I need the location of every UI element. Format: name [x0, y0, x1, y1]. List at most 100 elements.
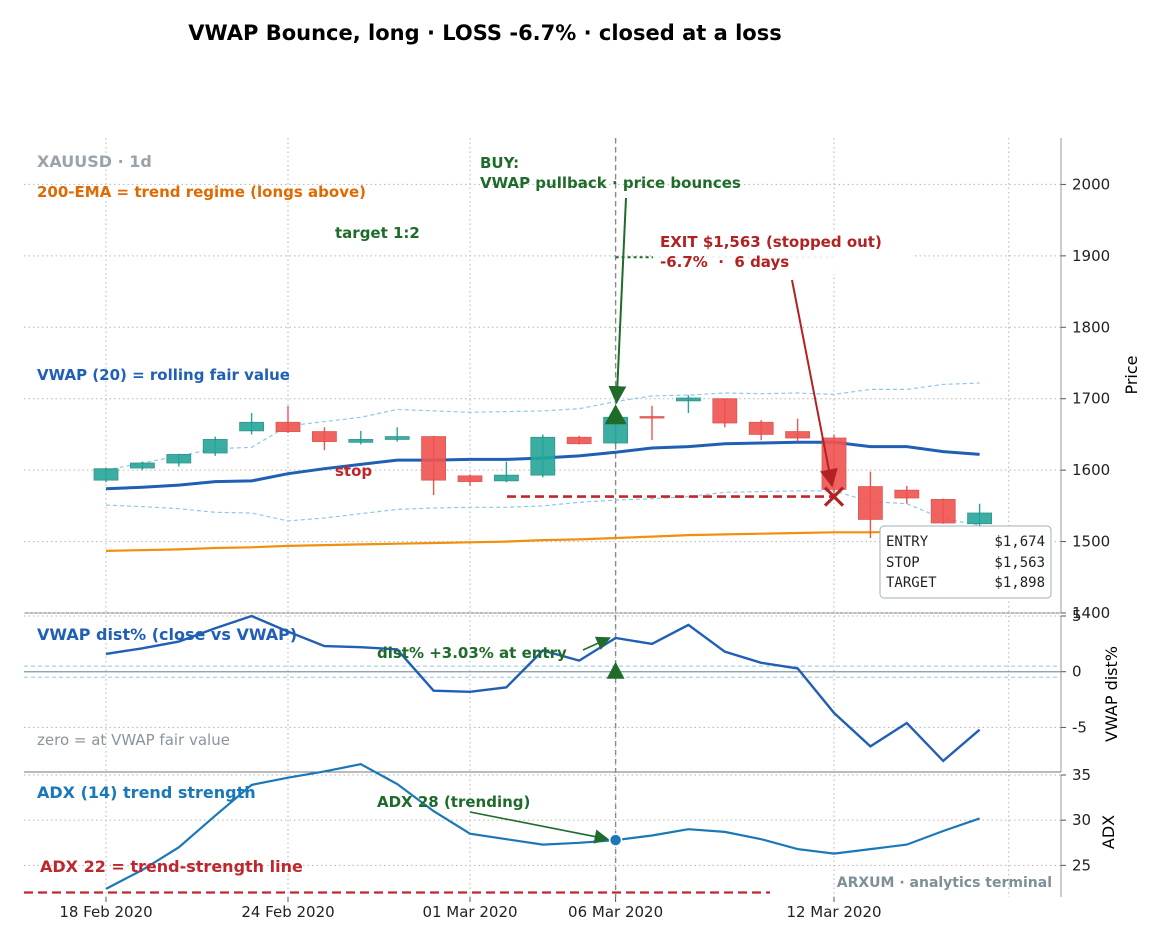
chart-title: VWAP Bounce, long · LOSS -6.7% · closed …	[188, 21, 781, 45]
candle-down	[566, 435, 592, 445]
candle-body	[858, 486, 883, 520]
candle-body	[421, 436, 447, 481]
candle-body	[712, 398, 738, 424]
adx-tick-label: 30	[1072, 811, 1091, 829]
trade-box-entry-value: $1,674	[994, 534, 1045, 550]
candle-body	[821, 437, 847, 490]
candle-body	[967, 512, 992, 525]
candle-down	[311, 427, 337, 451]
x-tick-label: 01 Mar 2020	[422, 903, 517, 921]
candle-body	[785, 431, 810, 439]
candle-body	[894, 489, 920, 499]
candle-body	[930, 499, 956, 524]
dist-entry-marker	[606, 661, 625, 679]
dist-title: VWAP dist% (close vs VWAP)	[37, 625, 297, 644]
dist-axis-label: VWAP dist%	[1102, 646, 1121, 742]
axes: 1400 1500 1600 1700 1800 1900 2000 -5 0 5 25 30 35 18…	[59, 175, 1110, 921]
price-tick-label: 1500	[1072, 533, 1110, 551]
candle-down	[639, 405, 665, 441]
trade-box-target-value: $1,898	[994, 575, 1045, 591]
dist-tick-label: -5	[1072, 718, 1087, 736]
price-axis-label: Price	[1122, 355, 1141, 394]
candle-body	[676, 397, 701, 402]
entry-marker	[604, 404, 627, 425]
candle-up	[202, 436, 228, 456]
symbol-label: XAUUSD · 1d	[37, 152, 152, 171]
x-tick-label: 06 Mar 2020	[568, 903, 663, 921]
price-tick-label: 1600	[1072, 461, 1110, 479]
candle-down	[275, 405, 301, 433]
candle-up	[239, 413, 265, 435]
candle-body	[93, 468, 119, 481]
candle-down	[457, 474, 483, 486]
candle-up	[493, 461, 519, 483]
candle-body	[530, 436, 556, 476]
chart-marks	[93, 197, 992, 847]
candle-body	[384, 436, 410, 440]
dist-entry-label: dist% +3.03% at entry	[377, 644, 567, 662]
adx-entry-label: ADX 28 (trending)	[377, 793, 530, 811]
vwap-upper-band	[105, 382, 980, 471]
candle-up	[676, 395, 701, 413]
dist-entry-arrow	[582, 636, 611, 651]
candle-up	[530, 434, 556, 478]
adx-entry-arrow	[469, 811, 610, 844]
watermark: ARXUM · analytics terminal	[837, 875, 1052, 891]
dist-panel	[24, 616, 1062, 773]
candle-body	[166, 454, 192, 464]
dist-tick-label: 0	[1072, 663, 1082, 681]
candle-up	[348, 430, 374, 445]
adx-tick-label: 25	[1072, 856, 1091, 874]
candle-body	[311, 431, 337, 442]
candle-down	[712, 398, 738, 428]
x-tick-label: 18 Feb 2020	[59, 903, 152, 921]
candle-up	[384, 427, 410, 442]
candle-body	[129, 462, 155, 469]
candle-down	[421, 435, 447, 496]
ema200-line	[105, 529, 980, 552]
candle-body	[348, 439, 374, 443]
grid	[24, 138, 1061, 897]
candle-body	[239, 421, 265, 432]
vwap-label: VWAP (20) = rolling fair value	[37, 366, 290, 384]
candle-body	[202, 439, 228, 454]
price-tick-label: 1900	[1072, 247, 1110, 265]
exit-label-2: -6.7% · 6 days	[660, 253, 789, 271]
candle-up	[129, 461, 155, 471]
candle-body	[639, 416, 665, 419]
candle-body	[566, 436, 592, 445]
candle-down	[858, 471, 883, 538]
exit-marker-stroke	[823, 486, 845, 507]
candle-down	[748, 420, 774, 441]
dist-zero-label: zero = at VWAP fair value	[37, 731, 230, 749]
adx-tick-label: 35	[1072, 766, 1091, 784]
buy-arrow	[608, 197, 627, 405]
candle-body	[748, 421, 774, 435]
price-tick-label: 1400	[1072, 604, 1110, 622]
trade-box: ENTRY $1,674 STOP $1,563 TARGET $1,898	[879, 525, 1052, 599]
buy-label-1: BUY:	[480, 154, 519, 172]
candle-down	[894, 485, 920, 504]
adx-entry-dot	[608, 833, 623, 847]
candle-body	[275, 421, 301, 432]
candle-body	[457, 475, 483, 482]
adx-title: ADX (14) trend strength	[37, 783, 256, 802]
dist-line	[105, 614, 981, 763]
buy-label-2: VWAP pullback · price bounces	[480, 174, 741, 192]
adx-line	[105, 763, 980, 890]
exit-arrow	[791, 279, 838, 488]
candle-down	[930, 498, 956, 524]
dist-tick-label: 5	[1072, 607, 1082, 625]
candle-up	[166, 453, 192, 467]
price-tick-label: 1800	[1072, 318, 1110, 336]
price-tick-label: 1700	[1072, 390, 1110, 408]
candle-down	[785, 418, 810, 442]
trade-box-stop-value: $1,563	[994, 555, 1045, 571]
stop-label: stop	[335, 462, 372, 480]
price-tick-label: 2000	[1072, 175, 1110, 193]
exit-marker	[823, 486, 845, 507]
target-label: target 1:2	[335, 224, 420, 242]
adx-axis-label: ADX	[1099, 815, 1118, 849]
trade-box-entry-key: ENTRY	[886, 534, 929, 550]
x-tick-label: 24 Feb 2020	[241, 903, 334, 921]
